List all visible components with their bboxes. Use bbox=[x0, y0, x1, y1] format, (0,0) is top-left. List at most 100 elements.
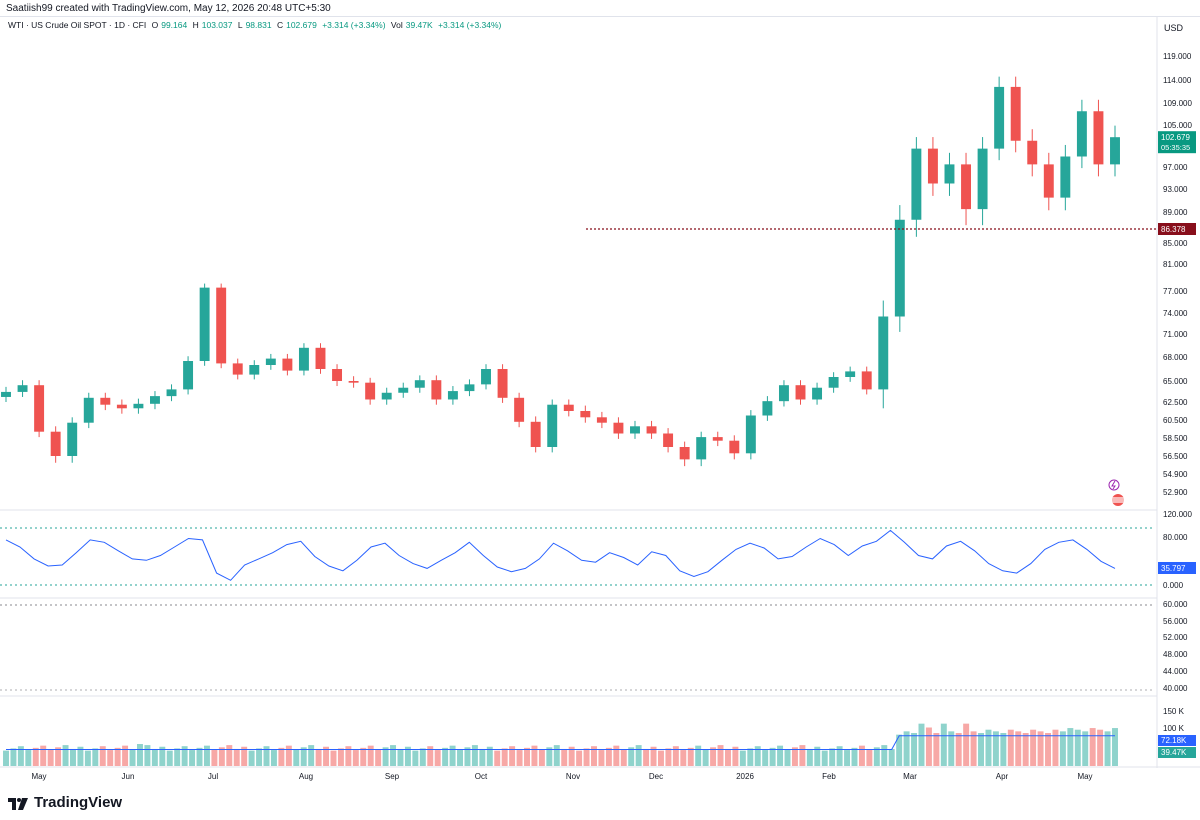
candle-body bbox=[977, 148, 988, 210]
candle-body bbox=[795, 385, 806, 400]
volume-bar bbox=[978, 733, 985, 766]
oscillator-value-badge bbox=[1158, 561, 1196, 574]
volume-bar bbox=[464, 747, 471, 766]
volume-bar bbox=[710, 747, 717, 766]
volume-bar bbox=[337, 748, 344, 766]
brand-name: TradingView bbox=[34, 794, 123, 811]
volume-bar bbox=[434, 750, 441, 766]
volume-bar bbox=[211, 749, 218, 766]
time-axis-label: Aug bbox=[299, 772, 313, 781]
candle-body bbox=[745, 415, 756, 454]
volume-bar bbox=[151, 748, 158, 766]
volume-bar bbox=[814, 746, 821, 766]
volume-bar bbox=[1112, 728, 1118, 766]
close-value: 102.679 bbox=[286, 20, 317, 30]
close-label: C bbox=[276, 20, 284, 30]
oscillator-axis-label: 0.000 bbox=[1163, 581, 1184, 590]
candle-body bbox=[961, 164, 971, 210]
volume-bar bbox=[1097, 729, 1104, 766]
candle-body bbox=[547, 404, 558, 447]
volume-bar bbox=[203, 745, 210, 766]
volume-ma-badge bbox=[1158, 735, 1196, 746]
support-level-badge bbox=[1158, 223, 1196, 235]
volume-bar bbox=[352, 750, 359, 766]
candle-body bbox=[613, 422, 624, 434]
price-axis-label: 71.000 bbox=[1163, 330, 1188, 339]
volume-bar bbox=[159, 746, 166, 766]
candle-body bbox=[232, 363, 243, 375]
candle-body bbox=[481, 369, 491, 385]
volume-bar bbox=[754, 746, 761, 766]
vol-value: 39.47K bbox=[405, 20, 433, 30]
candle-body bbox=[530, 421, 541, 447]
candle-body bbox=[398, 387, 409, 393]
lower-pane-axis-label: 56.000 bbox=[1163, 617, 1188, 626]
candle-body bbox=[216, 287, 227, 364]
volume-bar bbox=[702, 749, 709, 766]
volume-bar bbox=[806, 748, 813, 766]
volume-ma-line bbox=[6, 735, 1115, 750]
price-axis-label: 56.500 bbox=[1163, 452, 1188, 461]
volume-bar bbox=[940, 723, 947, 766]
volume-bar bbox=[992, 731, 999, 766]
price-axis-label: 68.000 bbox=[1163, 353, 1188, 362]
candle-body bbox=[778, 385, 789, 402]
candle-body bbox=[596, 417, 607, 423]
volume-bar bbox=[1015, 731, 1022, 766]
volume-bar bbox=[1067, 728, 1074, 766]
volume-bar bbox=[360, 747, 367, 766]
low-label: L bbox=[237, 20, 243, 30]
candle-body bbox=[431, 380, 442, 400]
volume-bar bbox=[665, 748, 672, 766]
volume-bar bbox=[122, 745, 129, 766]
symbol-legend[interactable]: WTI · US Crude Oil SPOT · 1D · CFI O 99.1… bbox=[8, 20, 504, 30]
volume-bar bbox=[970, 731, 977, 766]
volume-bar bbox=[568, 746, 575, 766]
time-axis-label: Mar bbox=[903, 772, 917, 781]
candle-body bbox=[845, 371, 856, 377]
volume-bar bbox=[963, 723, 970, 766]
volume-bar bbox=[77, 746, 84, 766]
candle-body bbox=[861, 371, 872, 390]
volume-bar bbox=[501, 748, 508, 766]
volume-bar bbox=[613, 745, 620, 766]
volume-bar bbox=[166, 750, 173, 766]
candle-body bbox=[282, 358, 293, 371]
time-axis-label: May bbox=[1077, 772, 1092, 781]
volume-bar bbox=[866, 749, 873, 766]
volume-bar bbox=[717, 745, 724, 766]
symbol-name[interactable]: WTI · US Crude Oil SPOT · 1D · CFI bbox=[8, 20, 147, 30]
volume-bar bbox=[419, 748, 426, 766]
volume-bar bbox=[724, 748, 731, 766]
volume-bar bbox=[553, 745, 560, 766]
volume-bar bbox=[70, 748, 76, 766]
volume-bar bbox=[471, 745, 478, 766]
time-axis-label: Feb bbox=[822, 772, 836, 781]
volume-bar bbox=[1089, 728, 1096, 766]
volume-bar bbox=[256, 748, 263, 766]
volume-bar bbox=[576, 750, 583, 766]
candle-body bbox=[944, 164, 955, 184]
volume-bar bbox=[791, 747, 798, 766]
time-axis-label: Nov bbox=[566, 772, 580, 781]
volume-bar bbox=[136, 744, 143, 766]
volume-bar bbox=[47, 749, 54, 766]
change-value: +3.314 (+3.34%) bbox=[322, 20, 386, 30]
flag-stripe-icon bbox=[1112, 497, 1124, 503]
candle-body bbox=[265, 358, 276, 365]
currency-label: USD bbox=[1164, 23, 1184, 33]
volume-bar bbox=[1074, 729, 1081, 766]
volume-bar bbox=[99, 746, 106, 766]
volume-bar bbox=[1045, 733, 1051, 766]
alert-icon-bolt bbox=[1111, 480, 1116, 490]
candle-body bbox=[1010, 86, 1021, 141]
volume-bar bbox=[598, 750, 605, 766]
lower-pane-axis-label: 60.000 bbox=[1163, 600, 1188, 609]
volume-bar bbox=[620, 749, 627, 766]
candle-body bbox=[381, 392, 392, 400]
price-axis-label: 119.000 bbox=[1163, 52, 1192, 61]
candle-body bbox=[414, 380, 425, 388]
volume-bar bbox=[955, 733, 962, 766]
candle-body bbox=[994, 86, 1005, 149]
